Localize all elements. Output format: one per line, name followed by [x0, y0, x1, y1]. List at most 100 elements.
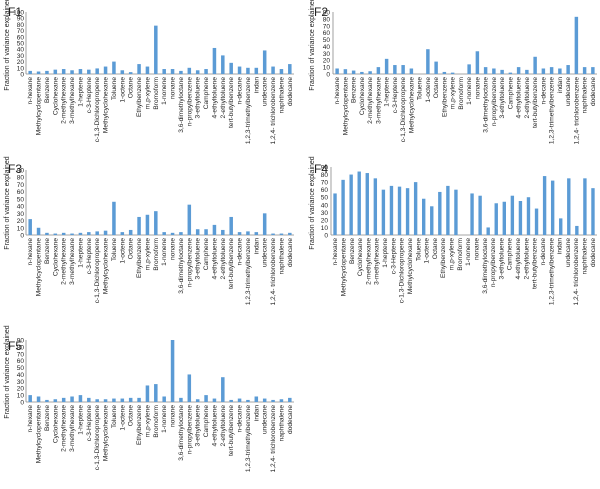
x-tick-label: m,p-xylene [144, 405, 151, 438]
bar [502, 201, 506, 235]
bar [237, 66, 242, 74]
bar [95, 68, 99, 74]
bar [591, 188, 595, 235]
bar [204, 69, 208, 74]
x-tick-label: 2-methylhexane [367, 77, 374, 124]
x-tick-label: 1-nonene [465, 238, 472, 266]
bar [103, 230, 108, 235]
x-tick-label: m,p-xylene [144, 238, 151, 271]
x-tick-label: dodecane [287, 405, 294, 434]
x-tick-label: 1-nonene [466, 77, 473, 105]
bar [401, 65, 405, 74]
bar [357, 171, 361, 235]
y-tick-label: 50 [17, 196, 25, 203]
x-tick-label: n-decane [540, 238, 547, 266]
y-tick-label: 20 [17, 218, 25, 225]
x-tick-label: c-3-Heptene [390, 238, 397, 275]
y-tick-label: 90 [17, 16, 25, 23]
y-tick-label: 50 [17, 365, 25, 372]
x-tick-label: 1-nonene [161, 77, 168, 105]
x-tick-label: Ethylbenzene [136, 405, 143, 445]
bar [36, 396, 41, 402]
bar [575, 225, 579, 235]
bar [483, 67, 488, 74]
bar [550, 180, 555, 235]
x-tick-label: naphthalene [278, 405, 285, 442]
y-tick-label: 90 [321, 165, 329, 172]
y-tick-label: 0 [20, 72, 24, 79]
bar [154, 384, 158, 402]
x-tick-label: 2-methylhexane [61, 77, 68, 124]
x-tick-label: n-propylbenzene [490, 238, 497, 287]
bar [195, 399, 200, 402]
x-tick-label: Benzene [44, 77, 51, 103]
bar [112, 398, 116, 402]
x-tick-label: Cyclohexane [357, 238, 364, 276]
bar [53, 233, 58, 235]
x-tick-label: 4-ethyltoluene [211, 77, 218, 119]
bar [154, 211, 158, 235]
x-tick-label: undecane [262, 405, 269, 434]
x-tick-label: n-decane [237, 405, 244, 433]
bar [120, 398, 125, 402]
x-tick-label: 1-octene [425, 77, 432, 103]
x-tick-label: c-1,3-Dichloropropene [399, 238, 406, 304]
bar [61, 397, 66, 402]
x-tick-label: Octane [433, 77, 440, 99]
x-tick-label: Methylcyclopentane [36, 405, 43, 464]
x-tick-label: naphthalene [582, 238, 589, 275]
bar [212, 398, 217, 402]
bar [36, 71, 41, 74]
y-tick-label: 0 [324, 233, 328, 240]
bar [373, 178, 378, 235]
bar [95, 231, 99, 235]
y-tick-label: 30 [17, 53, 25, 60]
x-tick-label: 1,2,4- trichlorobenzene [573, 238, 580, 306]
bar [212, 224, 217, 235]
y-tick-label: 0 [20, 233, 24, 240]
x-tick-label: 1-octene [119, 238, 126, 264]
x-tick-label: c-1,3-Dichloropropene [94, 77, 101, 143]
x-tick-label: Bromoform [457, 237, 464, 270]
x-tick-label: indan [253, 77, 260, 93]
x-tick-label: 2-ethyltoluene [220, 405, 227, 447]
bar [566, 65, 570, 74]
bar [360, 71, 364, 74]
bar [341, 179, 345, 235]
y-tick-label: 10 [17, 393, 25, 400]
bar [494, 203, 498, 235]
y-axis-label: Fraction of variance explained [4, 156, 11, 249]
y-tick-label: 90 [17, 168, 25, 175]
x-tick-label: Ethylbenzene [440, 238, 447, 278]
bar [195, 229, 200, 235]
bar [237, 398, 242, 402]
x-tick-label: Toluene [111, 77, 118, 100]
bar [70, 396, 74, 402]
x-tick-label: 1-heptene [77, 238, 84, 268]
bar [351, 70, 356, 74]
x-tick-label: 1-octene [424, 238, 431, 264]
y-tick-label: 20 [17, 59, 25, 66]
bar [335, 68, 339, 74]
bar [187, 67, 192, 74]
bar [533, 56, 537, 74]
bar [87, 69, 91, 74]
x-tick-label: 2-ethyltoluene [220, 77, 227, 119]
y-tick-label: 70 [323, 23, 331, 30]
bar [187, 204, 192, 235]
bar [470, 193, 474, 235]
x-tick-label: 2-methylhexane [61, 238, 68, 285]
bar [254, 67, 259, 74]
bar [170, 69, 175, 74]
x-tick-label: Methylcyclopentane [340, 238, 347, 297]
x-tick-label: Methylcyclohexane [103, 405, 110, 461]
x-tick-label: tert-butylbenzene [228, 405, 235, 456]
bar [279, 233, 284, 235]
x-tick-label: dodecane [590, 238, 597, 267]
bar [262, 50, 267, 74]
bar [516, 67, 521, 74]
x-tick-label: 1,2,4- trichlorobenzene [270, 405, 277, 473]
x-tick-label: Benzene [351, 77, 358, 103]
